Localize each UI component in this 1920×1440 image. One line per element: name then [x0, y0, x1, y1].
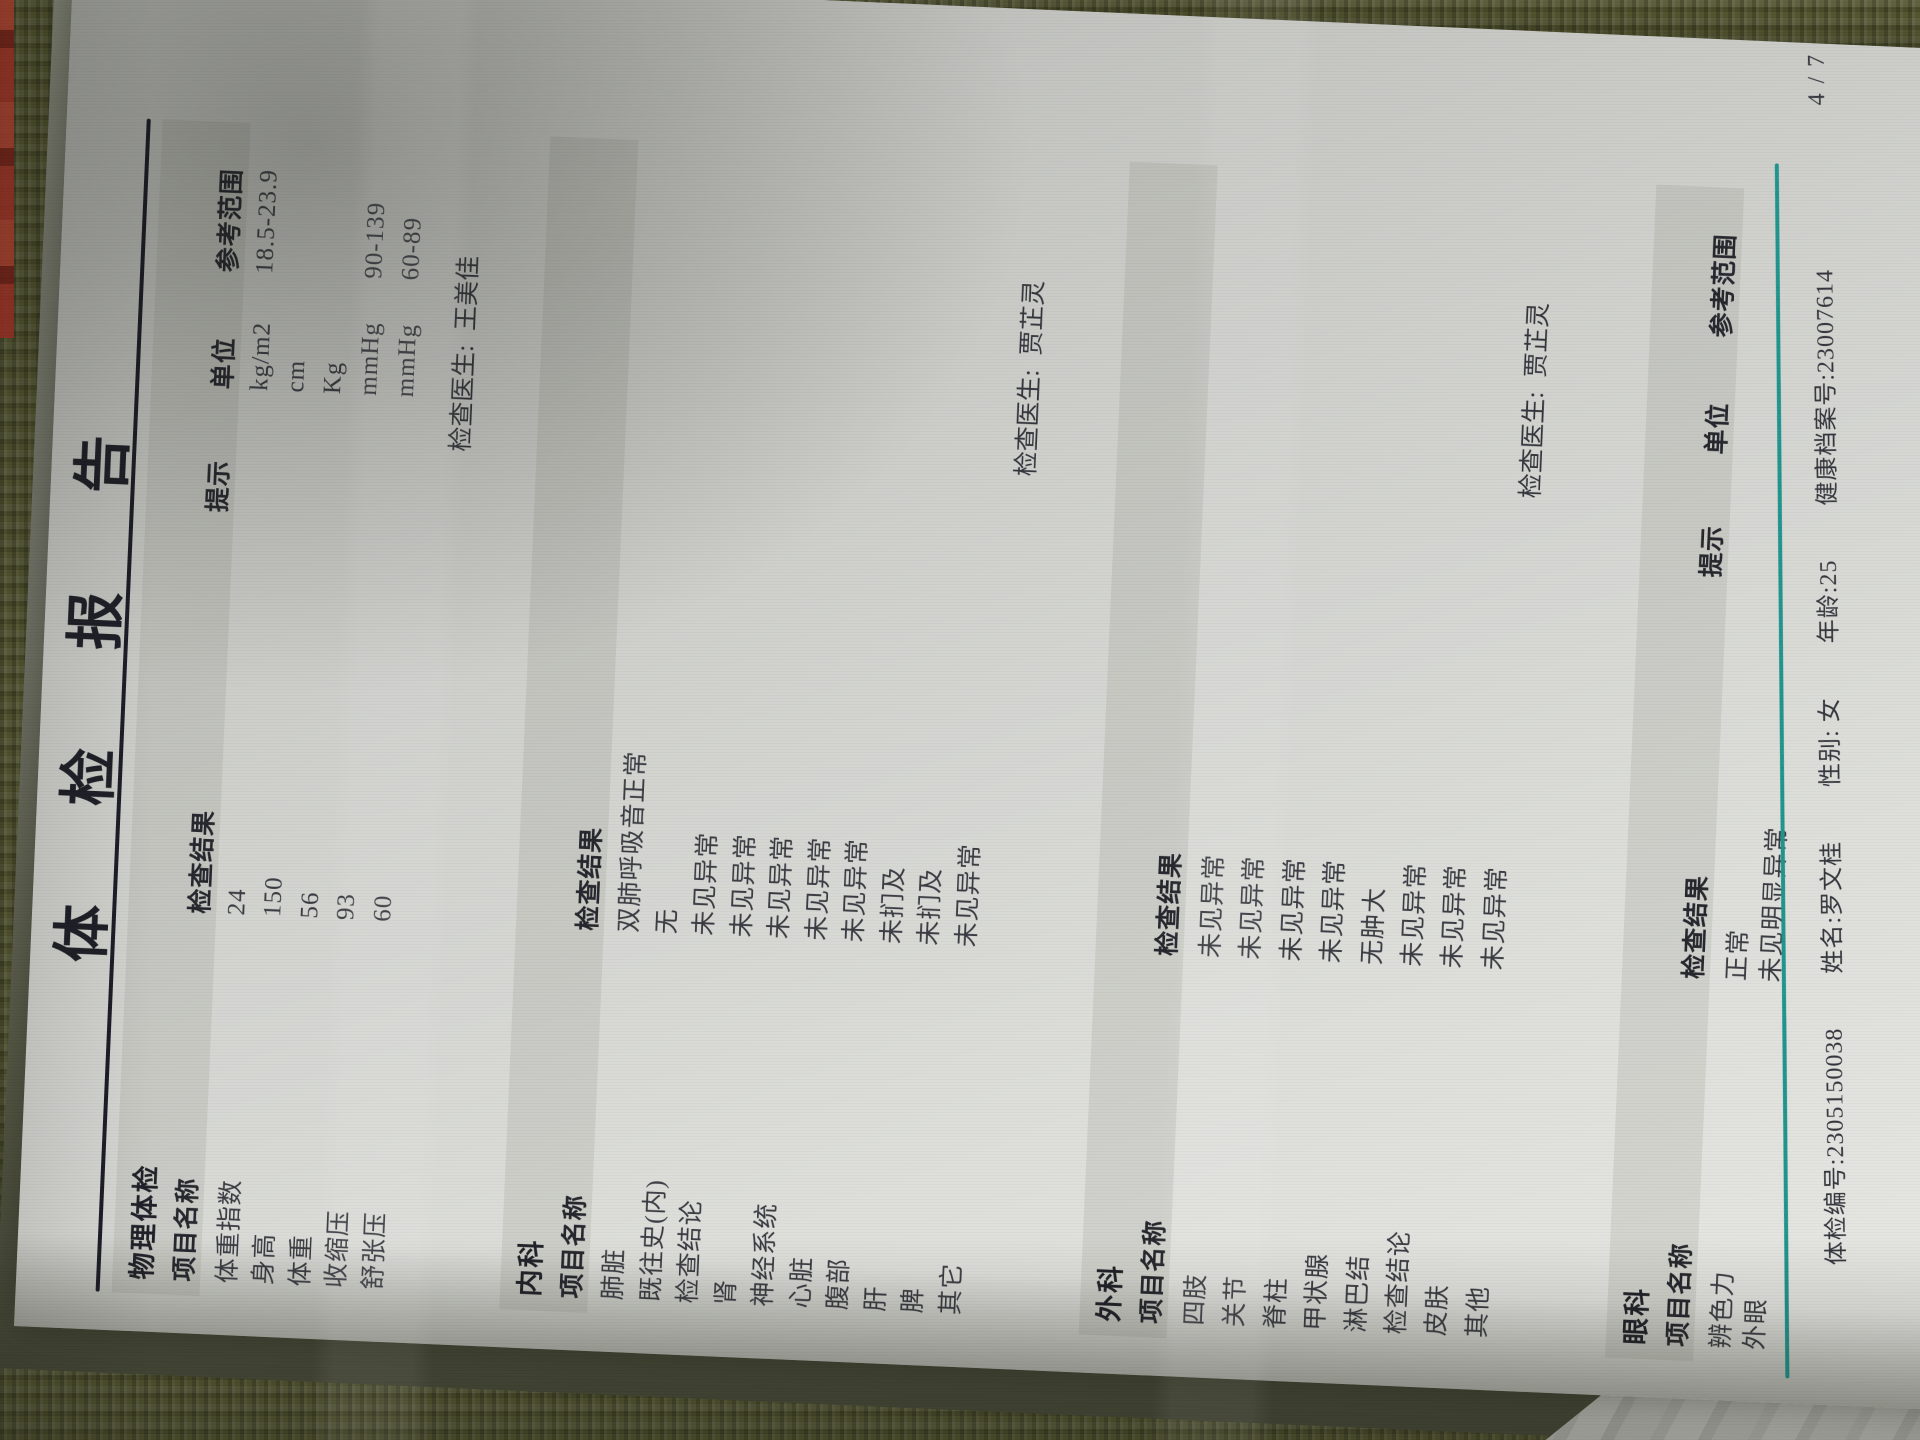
cell-unit: cm: [282, 359, 311, 393]
column-header-result: 检查结果: [1154, 851, 1186, 957]
cell-result: 双肺呼吸音正常: [615, 750, 651, 934]
cell-result: 未见异常: [1439, 863, 1471, 970]
cell-unit: kg/m2: [246, 321, 277, 392]
cell-result: 150: [259, 875, 289, 918]
cell-result: 未见异常: [1277, 856, 1310, 962]
cell-result: 未见异常: [765, 834, 798, 940]
cell-result: 24: [223, 887, 252, 916]
cell-range: 90-139: [360, 201, 391, 280]
doctor-line: 检查医生: 贾芷灵: [1511, 302, 1556, 499]
column-header-result: 检查结果: [574, 826, 607, 932]
cell-unit: Kg: [318, 360, 348, 395]
cell-unit: mmHg: [355, 321, 386, 397]
doctor-label: 检查医生:: [447, 344, 480, 453]
column-header-result: 检查结果: [187, 809, 219, 915]
column-header-item: 项目名称: [171, 1176, 203, 1282]
cell-item: 其它: [936, 1262, 967, 1316]
cell-result: 未见异常: [1479, 865, 1512, 971]
cell-result: 56: [295, 890, 325, 920]
section-title: 物理体检: [127, 1163, 163, 1281]
doctor-name: 王美佳: [452, 255, 484, 332]
cell-item: 腹部: [824, 1257, 854, 1311]
cell-item: 四肢: [1181, 1272, 1211, 1327]
cell-item: 舒张压: [359, 1211, 390, 1291]
column-header-range: 参考范围: [1708, 233, 1741, 339]
cell-item: 体重指数: [214, 1178, 246, 1284]
footer-info-line: 体检编号:2305150038 姓名:罗文桂 性别: 女 年龄:25 健康档案号…: [1802, 52, 1852, 1266]
doctor-name: 贾芷灵: [1018, 279, 1049, 357]
cell-result: 无: [653, 907, 682, 935]
cell-item: 其他: [1463, 1285, 1493, 1339]
doctor-name: 贾芷灵: [1522, 302, 1554, 379]
cell-item: 身高: [250, 1232, 280, 1286]
cell-result: 未见异常: [728, 832, 760, 938]
cell-result: 60: [368, 894, 397, 923]
column-header-unit: 单位: [1703, 401, 1733, 456]
cell-item: 肾: [712, 1278, 741, 1306]
column-header-hint: 提示: [1698, 524, 1728, 578]
cell-item: 收缩压: [323, 1209, 354, 1289]
cell-result: 无肿大: [1358, 886, 1390, 966]
cell-item: 脊柱: [1261, 1276, 1292, 1330]
cell-item: 肺脏: [599, 1247, 629, 1301]
column-header-result: 检查结果: [1680, 874, 1713, 980]
column-header-item: 项目名称: [558, 1193, 591, 1299]
cell-item: 甲状腺: [1302, 1252, 1333, 1332]
cell-item: 既往史(内): [637, 1178, 670, 1303]
cell-item: 关节: [1221, 1274, 1251, 1328]
column-header-item: 项目名称: [1138, 1219, 1170, 1325]
cell-result: 未见异常: [1237, 855, 1270, 961]
patient-name: 姓名:罗文桂: [1819, 840, 1847, 974]
doctor-label: 检查医生:: [1013, 368, 1045, 477]
doctor-line: 检查医生: 王美佳: [441, 255, 486, 452]
health-record-number: 健康档案号:23007614: [1812, 268, 1842, 506]
cell-item: 淋巴结: [1342, 1254, 1373, 1334]
section-title: 内科: [514, 1237, 548, 1298]
cell-result: 未见异常: [840, 837, 873, 943]
cell-result: 未见异常: [952, 842, 985, 948]
column-header-unit: 单位: [210, 336, 240, 390]
doctor-label: 检查医生:: [1517, 390, 1550, 499]
cell-result: 未见异常: [1318, 858, 1350, 964]
cell-result: 未见明显异常: [1757, 825, 1791, 983]
fabric-red-stripe: [0, 0, 14, 338]
doctor-line: 检查医生: 贾芷灵: [1006, 280, 1051, 477]
column-header-item: 项目名称: [1664, 1242, 1697, 1348]
cell-result: 93: [332, 892, 361, 921]
cell-item: 脾: [899, 1286, 928, 1314]
cell-result: 未见异常: [803, 836, 835, 942]
page-number: 4 / 7: [1803, 52, 1831, 106]
exam-number: 体检编号:2305150038: [1821, 1027, 1851, 1266]
cell-item: 心脏: [787, 1255, 817, 1309]
patient-age: 年龄:25: [1815, 559, 1843, 644]
column-header-hint: 提示: [204, 459, 234, 513]
report-content: 体 检 报 告 物理体检 项目名称 检查结果 提示 单位 参考范围 体重指数 24 kg/m2 1…: [14, 0, 1920, 1416]
cell-result: 未扪及: [878, 865, 909, 945]
section-title: 眼科: [1620, 1286, 1654, 1346]
cell-result: 正常: [1723, 928, 1753, 982]
cell-item: 肝: [861, 1284, 891, 1313]
cell-item: 体重: [286, 1233, 317, 1288]
cell-result: 未见异常: [1399, 862, 1431, 968]
cell-result: 未扪及: [915, 867, 946, 947]
cell-result: 未见异常: [690, 831, 723, 937]
cell-range: 18.5-23.9: [251, 168, 283, 275]
report-page: 体 检 报 告 物理体检 项目名称 检查结果 提示 单位 参考范围 体重指数 24 kg/m2 1…: [14, 0, 1920, 1416]
cell-item: 神经系统: [749, 1202, 782, 1308]
cell-item: 外眼: [1741, 1297, 1771, 1351]
cell-item: 检查结论: [674, 1198, 707, 1304]
cell-unit: mmHg: [391, 323, 422, 398]
column-header-range: 参考范围: [215, 167, 247, 273]
cell-result: 未见异常: [1197, 853, 1229, 959]
section-title: 外科: [1094, 1263, 1127, 1323]
cell-item: 皮肤: [1423, 1283, 1453, 1337]
cell-range: 60-89: [396, 216, 427, 281]
patient-gender: 性别: 女: [1817, 697, 1845, 788]
cell-item: 检查结论: [1382, 1229, 1415, 1335]
